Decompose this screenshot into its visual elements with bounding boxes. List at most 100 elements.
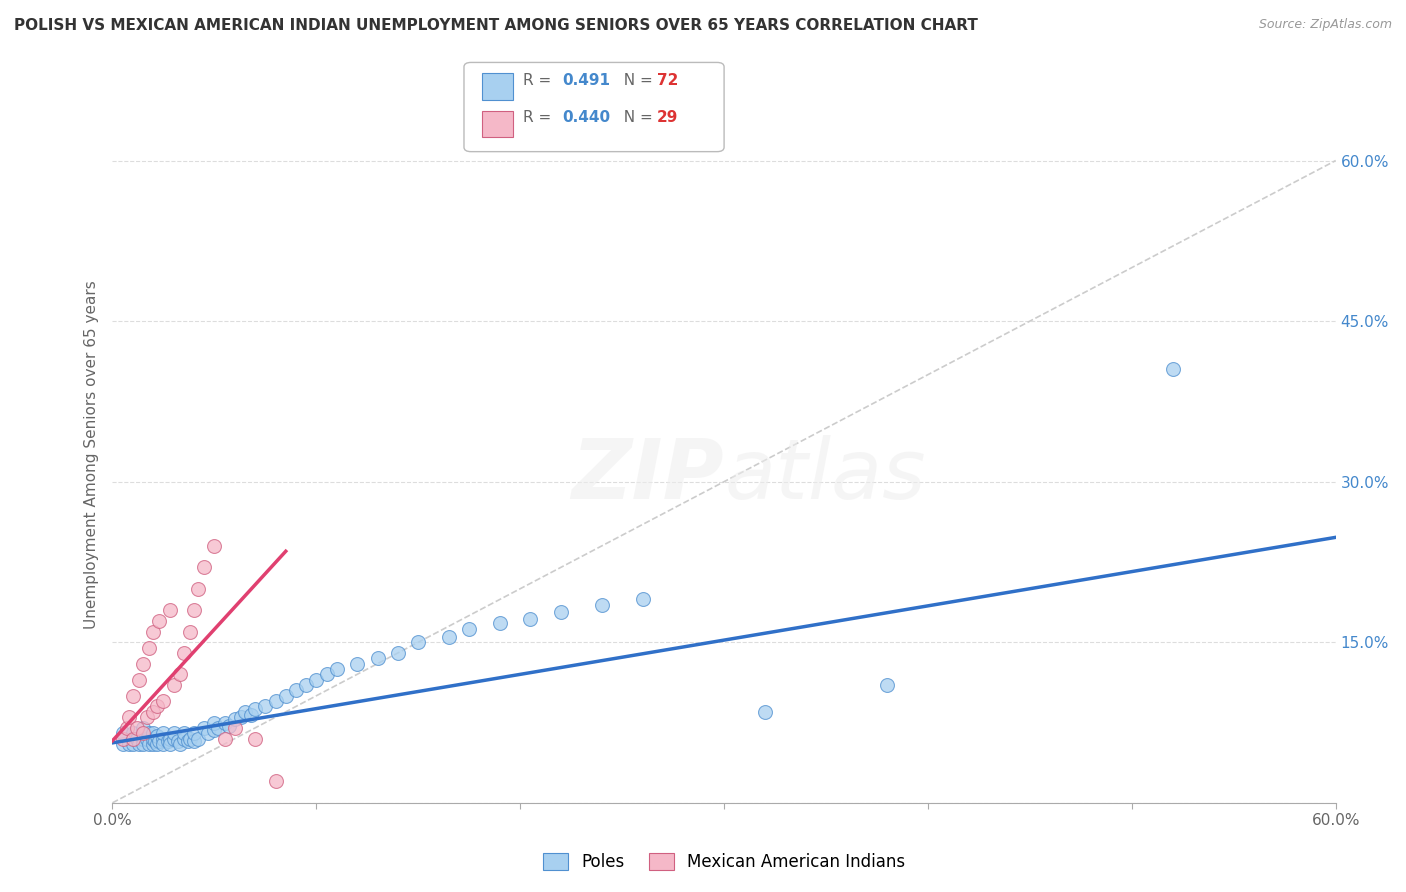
- Point: [245, 731, 267, 746]
- Point: [111, 737, 134, 751]
- Point: [111, 726, 134, 740]
- Point: [163, 731, 186, 746]
- Point: [143, 733, 166, 747]
- Text: atlas: atlas: [724, 435, 925, 516]
- Text: ZIP: ZIP: [571, 435, 724, 516]
- Point: [207, 721, 229, 735]
- Point: [754, 705, 776, 719]
- Point: [187, 731, 209, 746]
- Point: [284, 683, 308, 698]
- Point: [179, 624, 201, 639]
- Point: [240, 708, 263, 723]
- Text: Source: ZipAtlas.com: Source: ZipAtlas.com: [1258, 18, 1392, 31]
- Point: [152, 694, 174, 708]
- Legend: Poles, Mexican American Indians: Poles, Mexican American Indians: [536, 847, 912, 878]
- Point: [187, 582, 209, 596]
- Point: [142, 726, 165, 740]
- Point: [142, 624, 165, 639]
- Point: [132, 657, 155, 671]
- Point: [122, 737, 145, 751]
- Point: [138, 737, 160, 751]
- Point: [254, 699, 277, 714]
- Point: [264, 694, 287, 708]
- Point: [148, 614, 170, 628]
- Point: [142, 705, 165, 719]
- Point: [122, 689, 145, 703]
- Point: [152, 731, 174, 746]
- Point: [132, 731, 155, 746]
- Point: [204, 539, 226, 553]
- Point: [111, 731, 134, 746]
- Point: [136, 710, 159, 724]
- Point: [366, 651, 388, 665]
- Point: [204, 723, 226, 737]
- Point: [166, 733, 188, 747]
- Point: [152, 726, 174, 740]
- Y-axis label: Unemployment Among Seniors over 65 years: Unemployment Among Seniors over 65 years: [84, 281, 100, 629]
- Point: [631, 592, 654, 607]
- Point: [146, 699, 169, 714]
- Point: [315, 667, 337, 681]
- Point: [224, 721, 246, 735]
- Point: [179, 731, 201, 746]
- Point: [122, 726, 145, 740]
- Point: [122, 731, 145, 746]
- Point: [118, 737, 141, 751]
- Point: [489, 615, 512, 630]
- Point: [519, 612, 541, 626]
- Point: [159, 603, 181, 617]
- Point: [264, 774, 287, 789]
- Point: [115, 721, 138, 735]
- Point: [591, 598, 613, 612]
- Point: [148, 733, 170, 747]
- Point: [132, 726, 155, 740]
- Point: [173, 731, 195, 746]
- Point: [156, 733, 179, 747]
- Point: [224, 712, 246, 726]
- Point: [437, 630, 460, 644]
- Point: [214, 731, 236, 746]
- Point: [163, 678, 186, 692]
- Point: [274, 689, 297, 703]
- Point: [177, 733, 200, 747]
- Point: [142, 731, 165, 746]
- Point: [295, 678, 318, 692]
- Point: [387, 646, 409, 660]
- Point: [169, 667, 191, 681]
- Point: [229, 710, 252, 724]
- Point: [146, 737, 169, 751]
- Point: [876, 678, 898, 692]
- Point: [1161, 362, 1184, 376]
- Point: [183, 726, 205, 740]
- Point: [152, 737, 174, 751]
- Point: [550, 605, 572, 619]
- Text: 0.491: 0.491: [562, 73, 610, 87]
- Point: [132, 737, 155, 751]
- Text: 0.440: 0.440: [562, 111, 610, 125]
- Point: [159, 737, 181, 751]
- Point: [346, 657, 368, 671]
- Text: N =: N =: [614, 73, 658, 87]
- Text: POLISH VS MEXICAN AMERICAN INDIAN UNEMPLOYMENT AMONG SENIORS OVER 65 YEARS CORRE: POLISH VS MEXICAN AMERICAN INDIAN UNEMPL…: [14, 18, 979, 33]
- Point: [214, 715, 236, 730]
- Point: [138, 640, 160, 655]
- Text: 29: 29: [657, 111, 678, 125]
- Point: [233, 705, 256, 719]
- Point: [142, 737, 165, 751]
- Point: [245, 701, 267, 715]
- Point: [197, 726, 219, 740]
- Point: [118, 710, 141, 724]
- Point: [159, 731, 181, 746]
- Point: [125, 731, 148, 746]
- Point: [138, 726, 160, 740]
- Point: [204, 715, 226, 730]
- Text: R =: R =: [523, 73, 557, 87]
- Text: 72: 72: [657, 73, 678, 87]
- Text: N =: N =: [614, 111, 658, 125]
- Point: [125, 721, 148, 735]
- Point: [163, 726, 186, 740]
- Point: [193, 560, 215, 574]
- Point: [183, 733, 205, 747]
- Point: [218, 719, 240, 733]
- Point: [458, 623, 481, 637]
